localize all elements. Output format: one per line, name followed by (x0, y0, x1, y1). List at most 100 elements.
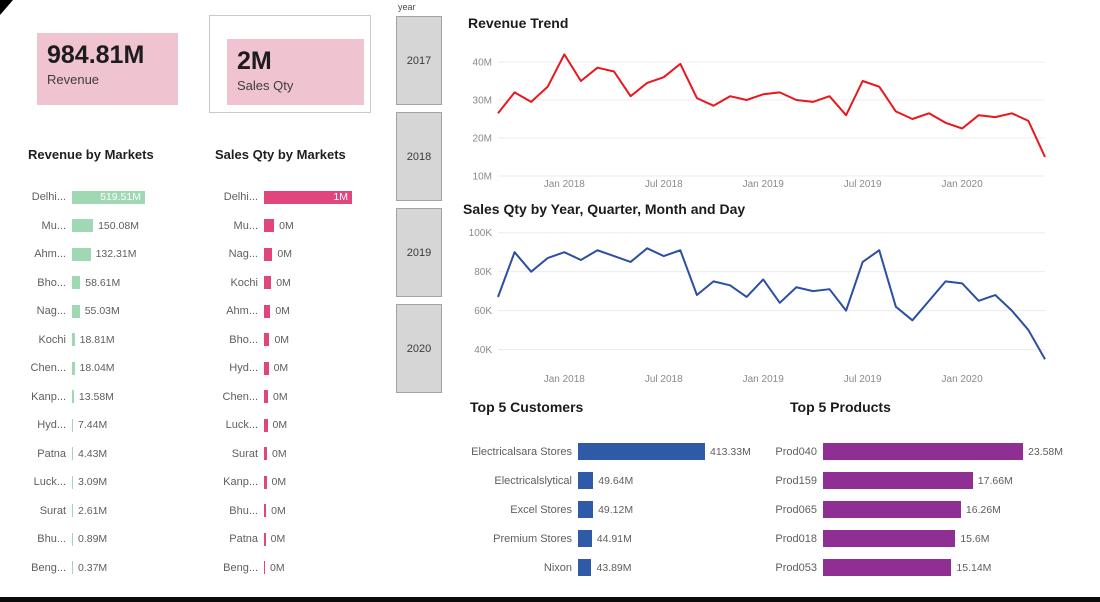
top-5-products-row[interactable]: Prod040 23.58M (775, 437, 1095, 466)
category-label: Mu... (233, 219, 258, 232)
sales-qty-by-markets-row[interactable]: Kanp... 0M (206, 468, 386, 497)
revenue-by-markets-bar[interactable]: 519.51M (72, 190, 145, 204)
revenue-by-markets-bar[interactable] (72, 561, 73, 575)
revenue-by-markets-row[interactable]: Bho... 58.61M (14, 269, 200, 298)
top-5-products-row[interactable]: Prod159 17.66M (775, 466, 1095, 495)
revenue-trend-line[interactable] (497, 53, 1046, 158)
top-5-products-bar[interactable] (823, 559, 952, 576)
top-5-customers-row[interactable]: Electricalslytical 49.64M (463, 466, 773, 495)
year-option-2019[interactable]: 2019 (396, 208, 442, 297)
sales-qty-by-markets-bar[interactable] (264, 276, 272, 290)
revenue-by-markets-bar[interactable] (72, 418, 74, 432)
category-label: Prod053 (775, 561, 817, 574)
top-5-products-row[interactable]: Prod018 15.6M (775, 524, 1095, 553)
top-5-customers-bar[interactable] (578, 559, 592, 576)
revenue-by-markets-row[interactable]: Patna 4.43M (14, 440, 200, 469)
sales-qty-kpi-card[interactable]: 2M Sales Qty (227, 39, 364, 105)
top-5-products-row[interactable]: Prod065 16.26M (775, 495, 1095, 524)
revenue-by-markets-row[interactable]: Bhu... 0.89M (14, 525, 200, 554)
top-5-products-bar[interactable] (823, 530, 956, 547)
revenue-by-markets-row[interactable]: Nag... 55.03M (14, 297, 200, 326)
sales-qty-by-markets-row[interactable]: Delhi... 1M (206, 183, 386, 212)
sales-qty-by-markets-bar[interactable] (264, 361, 269, 375)
year-option-2020[interactable]: 2020 (396, 304, 442, 393)
revenue-by-markets-bar[interactable] (72, 333, 75, 347)
sales-qty-by-markets-bar[interactable] (264, 447, 267, 461)
revenue-by-markets-row[interactable]: Hyd... 7.44M (14, 411, 200, 440)
revenue-by-markets-row[interactable]: Surat 2.61M (14, 497, 200, 526)
top-5-products-bar[interactable] (823, 472, 973, 489)
revenue-by-markets-bar[interactable] (72, 447, 73, 461)
sales-qty-by-markets-row[interactable]: Ahm... 0M (206, 297, 386, 326)
top-5-products-row[interactable]: Prod053 15.14M (775, 553, 1095, 582)
sales-qty-by-markets-bar[interactable] (264, 475, 267, 489)
top-5-customers-row[interactable]: Nixon 43.89M (463, 553, 773, 582)
sales-qty-by-markets-row[interactable]: Bho... 0M (206, 326, 386, 355)
year-option-2017[interactable]: 2017 (396, 16, 442, 105)
sales-qty-by-markets-bar[interactable] (264, 532, 266, 546)
revenue-by-markets-bar[interactable] (72, 361, 75, 375)
sales-qty-by-markets-row[interactable]: Surat 0M (206, 440, 386, 469)
revenue-by-markets-row[interactable]: Kanp... 13.58M (14, 383, 200, 412)
revenue-by-markets-bar[interactable] (72, 532, 73, 546)
top-5-customers-bar[interactable] (578, 501, 594, 518)
sales-qty-by-markets-row[interactable]: Patna 0M (206, 525, 386, 554)
top-5-customers-row[interactable]: Electricalsara Stores 413.33M (463, 437, 773, 466)
top-5-products-bar[interactable] (823, 443, 1023, 460)
revenue-by-markets-bar[interactable] (72, 390, 74, 404)
sales-qty-by-markets-bar[interactable] (264, 418, 268, 432)
revenue-by-markets-row[interactable]: Beng... 0.37M (14, 554, 200, 583)
revenue-by-markets-bar[interactable] (72, 304, 80, 318)
revenue-by-markets-row[interactable]: Chen... 18.04M (14, 354, 200, 383)
value-label: 13.58M (78, 390, 114, 403)
top-5-customers-row[interactable]: Excel Stores 49.12M (463, 495, 773, 524)
sales-qty-by-markets-row[interactable]: Luck... 0M (206, 411, 386, 440)
category-label: Electricalslytical (494, 474, 572, 487)
revenue-by-markets-row[interactable]: Luck... 3.09M (14, 468, 200, 497)
value-label: 0M (277, 248, 292, 261)
revenue-by-markets-bar[interactable] (72, 475, 73, 489)
year-option-2018[interactable]: 2018 (396, 112, 442, 201)
revenue-by-markets-row[interactable]: Kochi 18.81M (14, 326, 200, 355)
category-label: Surat (231, 447, 258, 460)
sales-qty-by-markets-row[interactable]: Mu... 0M (206, 212, 386, 241)
category-label: Prod065 (775, 503, 817, 516)
top-5-customers-bar[interactable] (578, 472, 594, 489)
revenue-by-markets-bar[interactable] (72, 276, 81, 290)
sales-qty-by-markets-bar[interactable] (264, 504, 267, 518)
sales-qty-by-markets-bar[interactable] (264, 333, 270, 347)
sales-qty-by-markets-bar[interactable]: 1M (264, 190, 352, 204)
sales-qty-by-markets-row[interactable]: Kochi 0M (206, 269, 386, 298)
y-axis-tick-label: 40K (474, 345, 492, 356)
sales-qty-by-markets-row[interactable]: Nag... 0M (206, 240, 386, 269)
sales-qty-by-markets-bar[interactable] (264, 304, 271, 318)
revenue-by-markets-bar[interactable] (72, 504, 73, 518)
revenue-by-markets-row[interactable]: Delhi... 519.51M (14, 183, 200, 212)
sales-qty-by-markets-bar[interactable] (264, 390, 269, 404)
sales-qty-by-markets-row[interactable]: Beng... 0M (206, 554, 386, 583)
sales-qty-by-markets-row[interactable]: Hyd... 0M (206, 354, 386, 383)
revenue-trend-chart[interactable]: 10M 20M 30M 40M Jan 2018 Jul 2018 Jan 2019 Jul … (460, 33, 1090, 198)
revenue-by-markets-bar[interactable] (72, 219, 94, 233)
revenue-by-markets-bar[interactable] (72, 247, 91, 261)
year-slicer: year 2017 2018 2019 2020 (396, 2, 442, 400)
sales-qty-by-markets-bar[interactable] (264, 561, 266, 575)
category-label: Surat (39, 504, 66, 517)
top-5-customers-bar[interactable] (578, 443, 705, 460)
top-5-customers-bar[interactable] (578, 530, 592, 547)
sales-qty-by-markets-row[interactable]: Chen... 0M (206, 383, 386, 412)
revenue-by-markets-row[interactable]: Mu... 150.08M (14, 212, 200, 241)
value-label: 49.12M (598, 503, 634, 516)
sales-qty-by-markets-row[interactable]: Bhu... 0M (206, 497, 386, 526)
value-label: 0M (272, 419, 288, 432)
top-5-customers-row[interactable]: Premium Stores 44.91M (463, 524, 773, 553)
sales-qty-trend-chart[interactable]: 40K 60K 80K 100K Jan 2018 Jul 2018 Jan 2019 Jul… (460, 215, 1090, 393)
sales-qty-by-markets-bar[interactable] (264, 219, 275, 233)
top-5-products-bar[interactable] (823, 501, 961, 518)
revenue-kpi-card[interactable]: 984.81M Revenue (37, 33, 178, 105)
sales-qty-trend-line[interactable] (497, 247, 1046, 360)
sales-qty-by-markets-bar[interactable] (264, 247, 273, 261)
sales-qty-by-markets-chart: Delhi... 1M Mu... 0M Nag... 0M Kochi 0M Ahm... 0M… (206, 183, 386, 582)
revenue-by-markets-row[interactable]: Ahm... 132.31M (14, 240, 200, 269)
category-label: Delhi... (31, 191, 66, 204)
